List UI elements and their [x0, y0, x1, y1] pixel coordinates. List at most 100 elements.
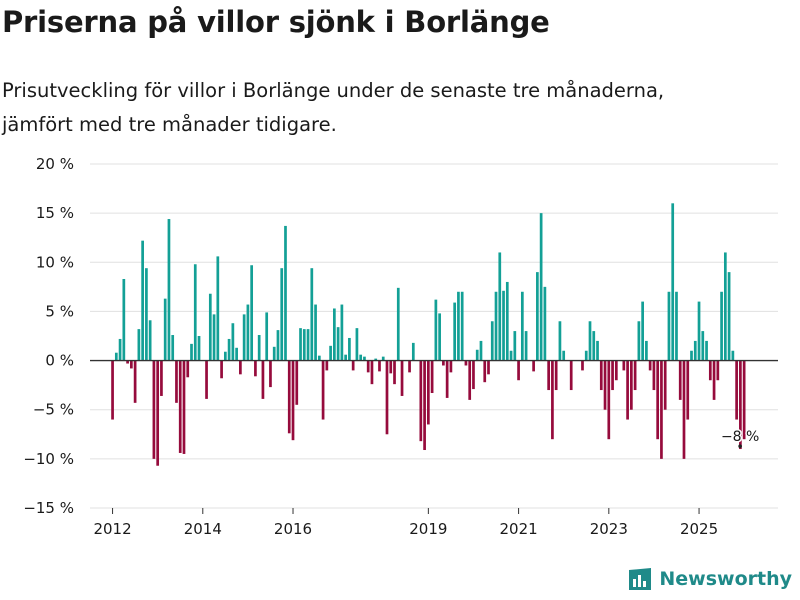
y-tick-label: −10 % [23, 450, 74, 468]
bar [423, 360, 426, 451]
bar [130, 360, 133, 369]
bar [468, 360, 472, 400]
bar [250, 265, 254, 361]
bar [701, 331, 705, 361]
bar [190, 343, 193, 361]
x-tick-label: 2016 [274, 520, 312, 538]
bar [487, 360, 490, 375]
bar [114, 352, 118, 361]
bar [216, 256, 220, 361]
bar [141, 240, 144, 361]
bar [359, 354, 363, 361]
bar [411, 342, 415, 361]
bar [502, 290, 505, 361]
bar [374, 358, 378, 361]
bar [160, 360, 163, 396]
x-tick-label: 2025 [680, 520, 718, 538]
bar [727, 272, 731, 361]
last-value-marker [738, 444, 742, 449]
bar [505, 281, 509, 361]
bar [449, 360, 453, 373]
bar [645, 340, 648, 361]
bar [355, 328, 359, 361]
y-tick-label: 5 % [45, 302, 74, 320]
bar [524, 331, 528, 361]
chart-subtitle: Prisutveckling för villor i Borlänge und… [2, 74, 792, 142]
bar [325, 360, 329, 371]
bar [306, 329, 310, 361]
bar [396, 287, 400, 361]
bar [317, 355, 321, 361]
bar [329, 345, 332, 361]
bar [633, 360, 637, 391]
bar [494, 291, 498, 361]
bar [333, 308, 336, 361]
bar [438, 313, 441, 361]
bar [739, 360, 742, 450]
bar [235, 347, 238, 361]
bar [637, 321, 641, 361]
bar [453, 302, 457, 361]
bar [340, 304, 344, 361]
bar [442, 360, 445, 366]
bar [163, 298, 167, 361]
bar [656, 360, 660, 440]
brand-name: Newsworthy [659, 568, 792, 590]
bar [426, 360, 430, 425]
y-tick-label: 10 % [36, 253, 74, 271]
y-tick-label: 20 % [36, 155, 74, 173]
bar [205, 360, 208, 399]
bar [156, 360, 160, 466]
bar [532, 360, 535, 372]
bar [652, 360, 656, 391]
bar [246, 304, 250, 361]
bar [126, 360, 129, 364]
bar [145, 268, 148, 361]
bar [133, 360, 137, 403]
x-tick-label: 2023 [590, 520, 628, 538]
bar [197, 336, 201, 361]
bar [363, 356, 366, 361]
bar [284, 225, 287, 361]
bar [513, 331, 517, 361]
bar [178, 360, 182, 453]
bar [378, 360, 381, 372]
bar [581, 360, 584, 371]
bar [287, 360, 291, 434]
bar [111, 360, 114, 420]
bar [269, 360, 272, 388]
bar [348, 337, 351, 361]
bar [460, 291, 464, 361]
bar [381, 356, 385, 361]
bar [366, 360, 370, 373]
bar [276, 330, 280, 361]
x-tick-label: 2014 [184, 520, 222, 538]
bar [626, 360, 629, 420]
bar [592, 331, 596, 361]
bar [731, 350, 735, 361]
bar [393, 360, 396, 385]
bar [212, 314, 216, 361]
bar [708, 360, 712, 381]
bar [483, 360, 487, 383]
x-tick-label: 2019 [409, 520, 447, 538]
bar [193, 264, 197, 361]
bar [175, 360, 178, 403]
bar [716, 360, 720, 381]
x-tick-label: 2012 [93, 520, 131, 538]
bar [137, 329, 141, 361]
bar [299, 328, 302, 361]
y-tick-label: −5 % [33, 401, 74, 419]
bar [302, 329, 306, 361]
newsworthy-logo-icon [629, 568, 652, 590]
bar [457, 291, 460, 361]
bar [675, 291, 678, 361]
bar [539, 213, 543, 361]
bar [596, 340, 599, 361]
bar [671, 203, 675, 361]
brand-logo[interactable]: Newsworthy [627, 566, 792, 592]
bar [122, 278, 126, 361]
bar [693, 340, 697, 361]
bar [607, 360, 611, 440]
bar [261, 360, 265, 399]
